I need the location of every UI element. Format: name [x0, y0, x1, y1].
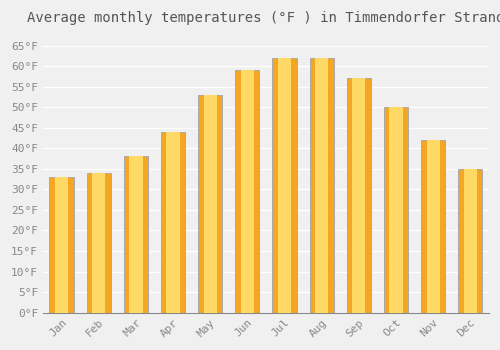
- Title: Average monthly temperatures (°F ) in Timmendorfer Strand: Average monthly temperatures (°F ) in Ti…: [27, 11, 500, 25]
- Bar: [421, 140, 445, 313]
- Bar: [384, 107, 408, 313]
- Bar: [124, 156, 148, 313]
- Bar: [278, 58, 291, 313]
- Bar: [464, 169, 477, 313]
- Bar: [204, 95, 217, 313]
- Bar: [161, 132, 185, 313]
- Bar: [315, 58, 328, 313]
- Bar: [352, 78, 366, 313]
- Bar: [347, 78, 371, 313]
- Bar: [272, 58, 296, 313]
- Bar: [426, 140, 440, 313]
- Bar: [92, 173, 106, 313]
- Bar: [166, 132, 179, 313]
- Bar: [50, 177, 74, 313]
- Bar: [458, 169, 482, 313]
- Bar: [198, 95, 222, 313]
- Bar: [86, 173, 111, 313]
- Bar: [236, 70, 260, 313]
- Bar: [240, 70, 254, 313]
- Bar: [310, 58, 334, 313]
- Bar: [390, 107, 402, 313]
- Bar: [55, 177, 68, 313]
- Bar: [129, 156, 142, 313]
